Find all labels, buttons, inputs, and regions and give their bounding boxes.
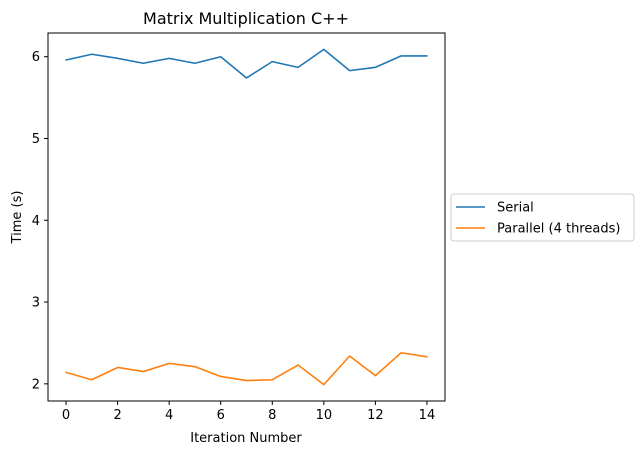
x-tick-label: 4 — [165, 408, 173, 423]
series-line-parallel — [65, 351, 428, 386]
chart-title: Matrix Multiplication C++ — [143, 9, 349, 28]
series-line-serial — [65, 48, 428, 79]
y-tick-label: 3 — [32, 296, 40, 311]
x-tick-label: 2 — [113, 408, 121, 423]
y-axis: 2 3 4 5 6 — [32, 50, 48, 392]
x-tick-label: 6 — [217, 408, 225, 423]
x-axis-label: Iteration Number — [190, 431, 302, 446]
y-tick-label: 4 — [32, 214, 40, 229]
x-tick-label: 12 — [367, 408, 384, 423]
y-tick-label: 6 — [32, 50, 40, 65]
y-tick-label: 5 — [32, 132, 40, 147]
x-tick-label: 10 — [316, 408, 333, 423]
x-tick-label: 0 — [62, 408, 70, 423]
legend-entry-label: Parallel (4 threads) — [497, 222, 620, 237]
legend-entry-label: Serial — [497, 201, 534, 216]
x-tick-label: 14 — [419, 408, 436, 423]
y-axis-label: Time (s) — [10, 191, 25, 245]
legend: Serial Parallel (4 threads) — [450, 193, 635, 242]
series-lines — [65, 48, 428, 386]
x-tick-label: 8 — [268, 408, 276, 423]
plot-area — [47, 32, 446, 402]
x-axis: 0 2 4 6 8 10 12 14 — [62, 401, 435, 423]
legend-box — [450, 193, 635, 242]
y-tick-label: 2 — [32, 377, 40, 392]
